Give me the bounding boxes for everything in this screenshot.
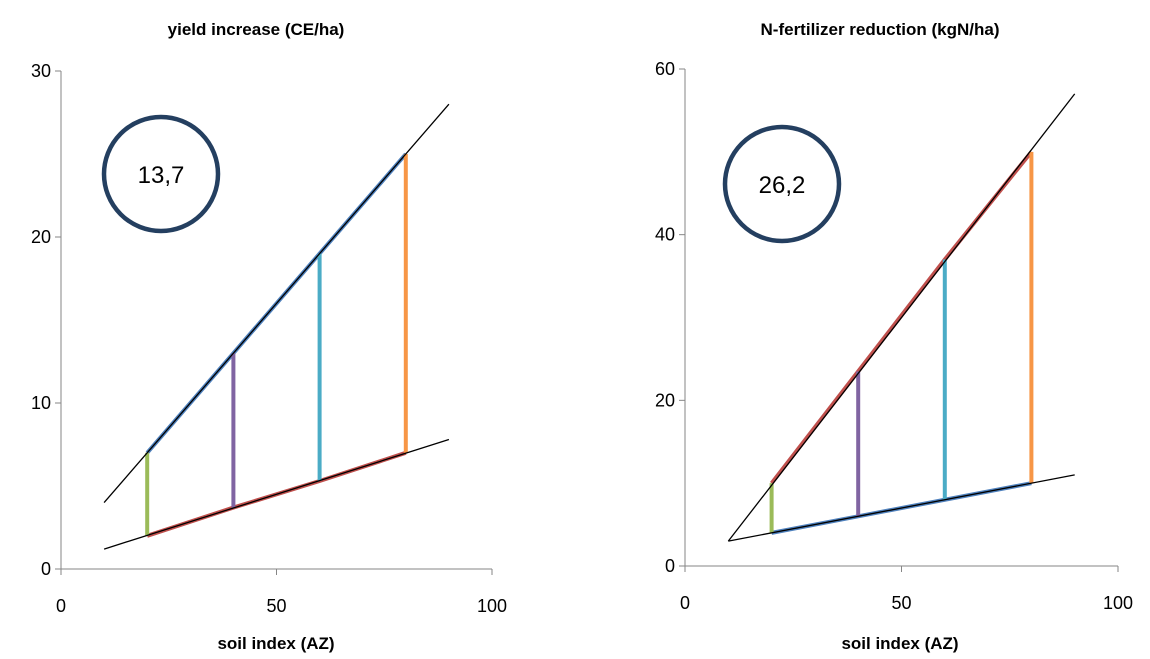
badge-circle [101,114,221,234]
x-tick-label: 100 [477,596,507,616]
x-tick-label: 0 [56,596,66,616]
y-tick-label: 20 [31,227,51,247]
x-tick-label: 100 [1103,593,1133,613]
y-tick-label: 30 [31,61,51,81]
plot-area: 0 10 20 30 0 50 100 [31,61,507,616]
badge-value: 13,7 [138,162,185,189]
badge-value: 26,2 [759,172,806,199]
trend-line [103,103,450,504]
x-axis-label: soil index (AZ) [841,634,958,653]
x-tick-label: 50 [266,596,286,616]
y-tick-label: 0 [665,556,675,576]
trend-line [103,438,450,550]
x-tick-label: 0 [680,593,690,613]
y-tick-label: 40 [655,225,675,245]
chart-title: N-fertilizer reduction (kgN/ha) [761,20,1000,39]
value-badge: 13,7 [101,114,221,234]
chart-yield-increase: yield increase (CE/ha) soil index (AZ) 0… [31,20,507,653]
trend-line [728,474,1075,542]
chart-n-fertilizer-reduction-svg: N-fertilizer reduction (kgN/ha) soil ind… [655,20,1133,653]
value-badge: 26,2 [722,124,842,244]
plot-area: 0 20 40 60 0 50 100 [655,59,1133,613]
x-axis-label: soil index (AZ) [217,634,334,653]
y-tick-label: 20 [655,390,675,410]
y-tick-label: 0 [41,559,51,579]
y-tick-label: 10 [31,393,51,413]
y-tick-label: 60 [655,59,675,79]
badge-circle [722,124,842,244]
x-tick-label: 50 [891,593,911,613]
trend-line [727,93,1076,542]
chart-title: yield increase (CE/ha) [168,20,345,39]
chart-yield-increase-svg: yield increase (CE/ha) soil index (AZ) 0… [31,20,507,653]
chart-n-fertilizer-reduction: N-fertilizer reduction (kgN/ha) soil ind… [575,0,1150,659]
